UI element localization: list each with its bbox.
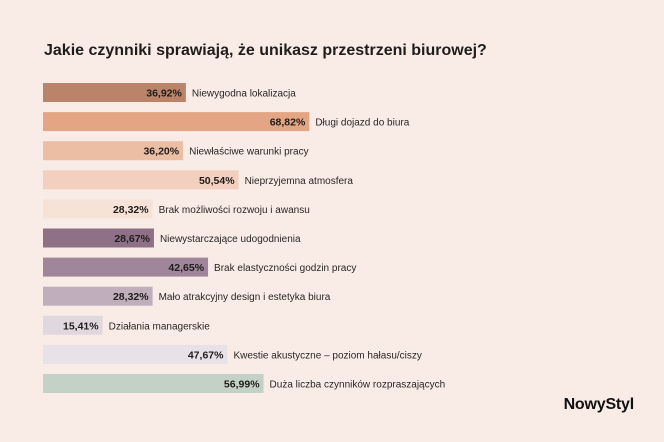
- category-label: Długi dojazd do biura: [315, 118, 409, 129]
- category-label: Działania managerskie: [109, 321, 211, 332]
- brand-logo: NowyStyl: [563, 396, 635, 413]
- bar: [43, 199, 153, 219]
- bar-value-label: 28,32%: [113, 204, 149, 216]
- bar-value-label: 15,41%: [63, 320, 99, 332]
- bar-value-label: 56,99%: [224, 379, 260, 391]
- bar: [43, 170, 239, 190]
- bar: [43, 257, 209, 277]
- bar-value-label: 28,67%: [114, 233, 150, 245]
- bar: [43, 344, 228, 364]
- category-label: Brak możliwości rozwoju i awansu: [159, 205, 310, 216]
- bar: [43, 83, 186, 102]
- bar-value-label: 50,54%: [199, 175, 235, 187]
- category-label: Duża liczba czynników rozpraszających: [270, 380, 446, 391]
- bar: [43, 315, 103, 335]
- bar-value-label: 36,20%: [143, 146, 179, 158]
- bar-value-label: 36,92%: [146, 88, 182, 100]
- bar-value-label: 28,32%: [113, 291, 149, 303]
- bar: [43, 228, 154, 248]
- bar-value-label: 68,82%: [270, 117, 306, 129]
- bar: [43, 286, 153, 306]
- category-label: Niewystarczające udogodnienia: [160, 234, 301, 245]
- category-label: Kwestie akustyczne – poziom hałasu/ciszy: [233, 350, 421, 361]
- bar-value-label: 42,65%: [168, 262, 204, 274]
- category-label: Mało atrakcyjny design i estetyka biura: [159, 292, 331, 303]
- bar: [43, 374, 264, 393]
- bar: [43, 141, 184, 161]
- bar-value-label: 47,67%: [188, 349, 224, 361]
- category-label: Brak elastyczności godzin pracy: [214, 263, 356, 274]
- category-label: Nieprzyjemna atmosfera: [245, 176, 354, 187]
- category-label: Niewłaściwe warunki pracy: [189, 147, 308, 158]
- bar: [43, 112, 310, 132]
- category-label: Niewygodna lokalizacja: [192, 89, 296, 100]
- chart-title: Jakie czynniki sprawiają, że unikasz prz…: [44, 42, 487, 59]
